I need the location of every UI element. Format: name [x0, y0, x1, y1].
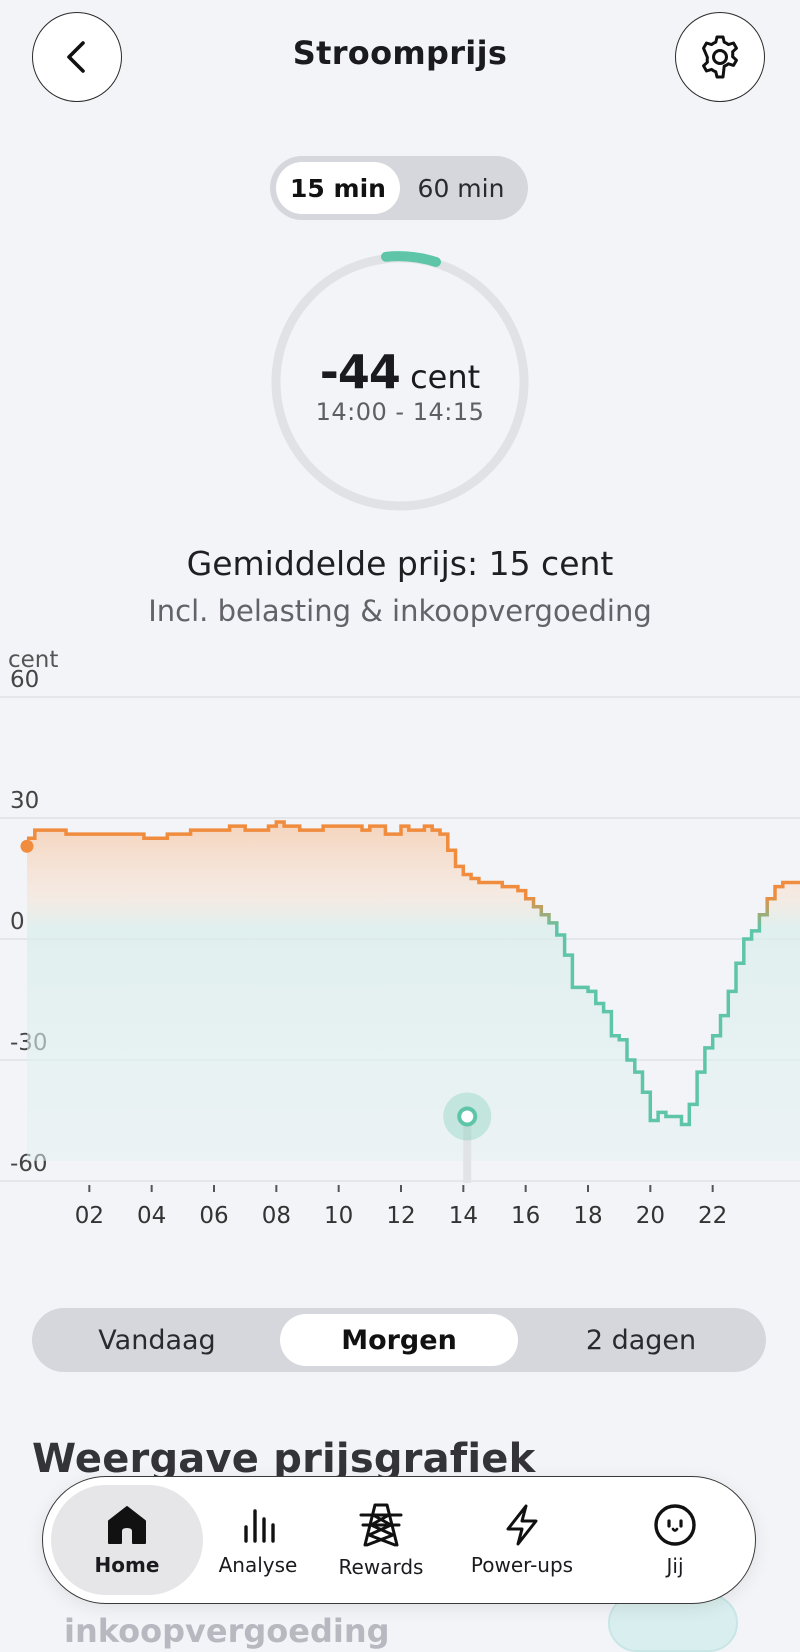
day-today-option[interactable]: Vandaag — [98, 1324, 216, 1356]
lightning-icon — [506, 1504, 538, 1546]
x-tick-label: 02 — [75, 1203, 104, 1229]
power-tower-icon — [359, 1503, 403, 1547]
interval-toggle: 15 min 60 min — [270, 156, 528, 220]
interval-60-min-option[interactable]: 60 min — [417, 173, 505, 203]
nav-label-analyse: Analyse — [218, 1553, 298, 1577]
section-heading: Weergave prijsgrafiek — [32, 1436, 536, 1482]
x-tick-label: 10 — [324, 1203, 353, 1229]
nav-label-home: Home — [94, 1553, 160, 1577]
average-price-note: Incl. belasting & inkoopvergoeding — [148, 594, 652, 628]
selected-point[interactable] — [457, 1106, 478, 1127]
nav-item-rewards[interactable]: Rewards — [321, 1485, 441, 1595]
y-tick-label: 30 — [10, 788, 39, 814]
settings-button[interactable] — [675, 12, 765, 102]
x-tick-label: 16 — [511, 1203, 540, 1229]
price-line — [27, 820, 800, 1127]
bar-chart-icon — [244, 1509, 275, 1543]
current-price-value: -44 — [319, 345, 401, 399]
price-area — [27, 822, 800, 1161]
back-button[interactable] — [32, 12, 122, 102]
selection-stem — [463, 1116, 472, 1183]
x-tick-label: 14 — [449, 1203, 478, 1229]
bottom-nav: Home Analyse Rewards Pow — [42, 1476, 756, 1604]
nav-item-jij[interactable]: Jij — [605, 1485, 745, 1595]
page-title: Stroomprijs — [292, 34, 508, 72]
nav-label-rewards: Rewards — [338, 1555, 424, 1579]
x-tick-label: 20 — [636, 1203, 665, 1229]
current-price-time: 14:00 - 14:15 — [315, 398, 485, 426]
y-axis-label: cent — [8, 647, 58, 673]
nav-label-jij: Jij — [666, 1554, 684, 1578]
y-tick-label: 0 — [10, 909, 25, 935]
x-tick-label: 06 — [199, 1203, 228, 1229]
price-gauge — [271, 251, 529, 511]
start-point — [20, 839, 34, 853]
nav-label-power-ups: Power-ups — [470, 1553, 574, 1577]
current-price-unit: cent — [410, 358, 481, 396]
gear-icon — [702, 35, 738, 79]
nav-item-home[interactable]: Home — [51, 1485, 203, 1595]
day-tomorrow-option[interactable]: Morgen — [280, 1314, 518, 1366]
x-tick-label: 18 — [573, 1203, 602, 1229]
nav-item-analyse[interactable]: Analyse — [203, 1485, 313, 1595]
interval-15-min-option[interactable]: 15 min — [276, 162, 400, 214]
smiley-icon — [654, 1504, 696, 1546]
gauge-indicator — [381, 251, 441, 267]
day-two-days-option[interactable]: 2 dagen — [585, 1324, 697, 1356]
day-toggle: Vandaag Morgen 2 dagen — [32, 1308, 766, 1372]
nav-item-power-ups[interactable]: Power-ups — [447, 1485, 597, 1595]
x-tick-label: 22 — [698, 1203, 727, 1229]
chevron-left-icon — [67, 41, 85, 73]
y-tick-label: 60 — [10, 667, 39, 693]
x-tick-label: 12 — [386, 1203, 415, 1229]
x-tick-label: 04 — [137, 1203, 166, 1229]
home-icon — [108, 1506, 146, 1544]
setting-label: inkoopvergoeding — [64, 1612, 390, 1650]
average-price: Gemiddelde prijs: 15 cent — [186, 544, 614, 583]
current-price: -44 cent — [268, 345, 532, 399]
x-tick-label: 08 — [262, 1203, 291, 1229]
